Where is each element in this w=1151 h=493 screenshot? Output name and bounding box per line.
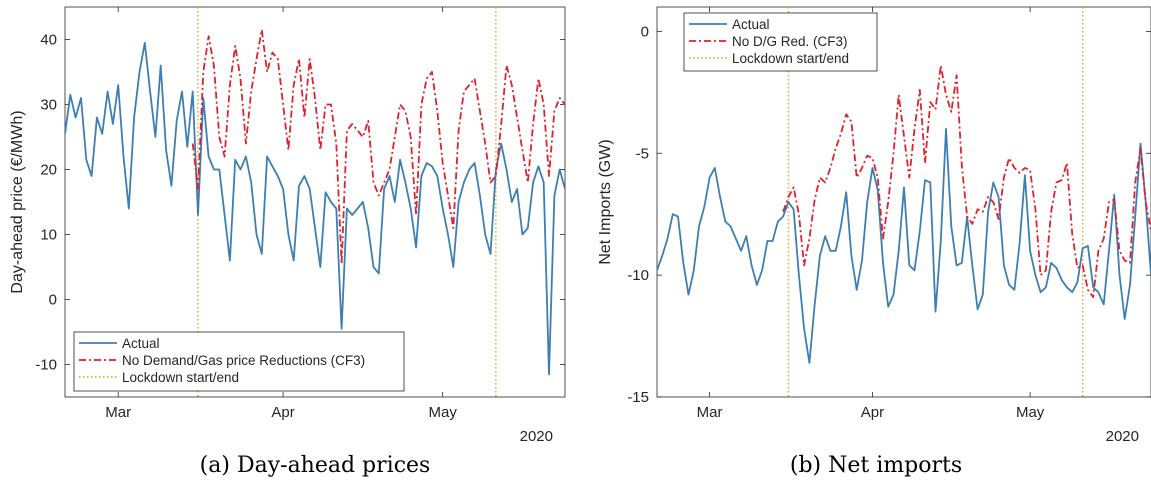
legend-label-0: Actual (732, 17, 770, 32)
panel-caption: (a) Day-ahead prices (200, 453, 431, 478)
legend: Actual No D/G Red. (CF3) Lockdown start/en… (683, 12, 878, 72)
x-tick-label: Mar (697, 404, 723, 421)
panel-day-ahead-prices: -10 0 10 20 30 40 Mar Apr May 2020 Day-ahead price… (9, 6, 566, 478)
legend-box (683, 12, 878, 72)
y-tick-label: -15 (627, 389, 649, 406)
series-line-0 (65, 41, 565, 376)
series-line-1 (782, 64, 1151, 298)
legend-label-2: Lockdown start/end (732, 51, 849, 66)
y-tick-label: -10 (627, 267, 649, 284)
legend-box (73, 331, 405, 392)
y-axis-label: Day-ahead price (€/MWh) (9, 110, 26, 293)
legend-label-1: No Demand/Gas price Reductions (CF3) (122, 353, 365, 368)
panel-caption: (b) Net imports (790, 453, 962, 478)
x-year-label: 2020 (520, 428, 553, 445)
y-tick-label: 0 (49, 292, 57, 309)
x-tick-label: Apr (861, 404, 884, 421)
x-tick-label: May (1016, 404, 1045, 421)
x-tick-label: Mar (105, 404, 131, 421)
series-line-1 (191, 28, 565, 265)
series-line-0 (657, 128, 1151, 364)
plot-area (656, 6, 1151, 398)
series-group (65, 28, 565, 376)
panel-net-imports: -15 -10 -5 0 Mar Apr May 2020 Net Imports (GW) Ac… (597, 6, 1151, 478)
y-tick-label: 30 (40, 97, 57, 114)
x-year-label: 2020 (1106, 428, 1139, 445)
x-tick-label: Apr (271, 404, 294, 421)
y-tick-label: 0 (641, 23, 649, 40)
y-axis-label: Net Imports (GW) (597, 139, 614, 264)
plot-area (64, 6, 566, 398)
y-tick-label: -10 (35, 357, 57, 374)
y-tick-label: 40 (40, 32, 57, 49)
series-group (657, 64, 1151, 364)
x-tick-label: May (428, 404, 457, 421)
legend-label-1: No D/G Red. (CF3) (732, 34, 848, 49)
y-tick-label: 10 (40, 227, 57, 244)
legend-label-0: Actual (122, 336, 160, 351)
legend-label-2: Lockdown start/end (122, 370, 239, 385)
legend: Actual No Demand/Gas price Reductions (CF… (73, 331, 405, 392)
y-tick-label: 20 (40, 162, 57, 179)
y-tick-label: -5 (636, 145, 649, 162)
